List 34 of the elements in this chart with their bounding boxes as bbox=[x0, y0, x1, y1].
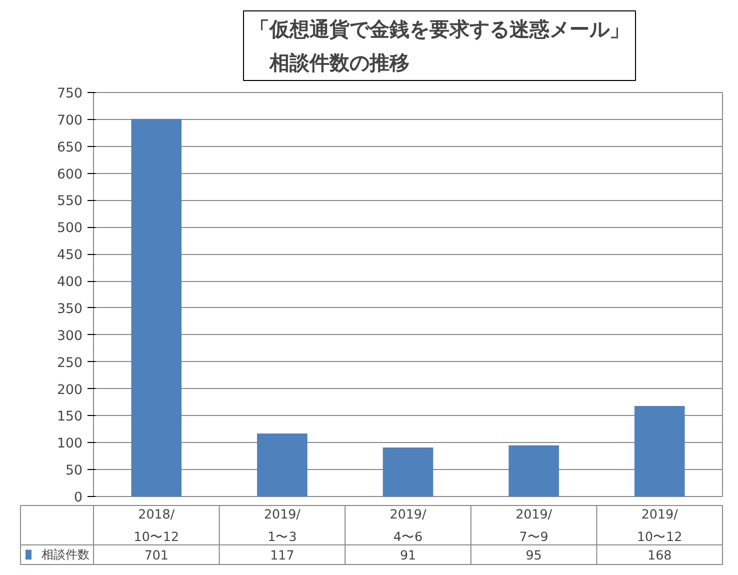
data-label: 168 bbox=[648, 548, 672, 563]
y-tick-label: 600 bbox=[57, 167, 83, 182]
bar bbox=[508, 445, 559, 496]
bar bbox=[382, 447, 434, 496]
y-tick-label: 500 bbox=[57, 221, 83, 236]
y-tick-label: 700 bbox=[57, 113, 83, 128]
x-tick-label: 2019/ 10〜12 bbox=[636, 506, 682, 544]
data-label: 701 bbox=[144, 548, 168, 563]
y-tick-label: 250 bbox=[57, 356, 83, 371]
y-tick-label: 350 bbox=[57, 302, 83, 317]
chart-title: 「仮想通貨で金銭を要求する迷惑メール」 bbox=[250, 16, 630, 41]
bar bbox=[257, 433, 308, 496]
y-tick-label: 650 bbox=[57, 140, 83, 156]
y-tick-label: 200 bbox=[57, 382, 83, 398]
y-tick-label: 100 bbox=[57, 436, 83, 452]
data-label: 95 bbox=[526, 548, 542, 563]
x-tick-label: 2018/ 10〜12 bbox=[134, 506, 180, 544]
y-tick-label: 300 bbox=[57, 328, 83, 344]
y-tick-label: 150 bbox=[57, 410, 83, 425]
legend-label: 相談件数 bbox=[42, 548, 90, 562]
y-tick-label: 550 bbox=[57, 194, 83, 210]
x-tick-label: 2019/ 4〜6 bbox=[390, 506, 427, 544]
y-tick-label: 0 bbox=[74, 490, 83, 506]
bar bbox=[131, 118, 182, 496]
data-label: 117 bbox=[270, 548, 294, 563]
chart-subtitle: 相談件数の推移 bbox=[250, 50, 410, 74]
bar bbox=[634, 406, 685, 496]
data-label: 91 bbox=[400, 548, 416, 563]
y-tick-label: 50 bbox=[66, 464, 83, 479]
y-tick-label: 400 bbox=[57, 275, 83, 290]
y-tick-label: 750 bbox=[57, 86, 83, 102]
y-tick-label: 450 bbox=[57, 248, 83, 264]
x-tick-label: 2019/ 1〜3 bbox=[264, 506, 302, 544]
x-tick-label: 2019/ 7〜9 bbox=[516, 506, 553, 544]
